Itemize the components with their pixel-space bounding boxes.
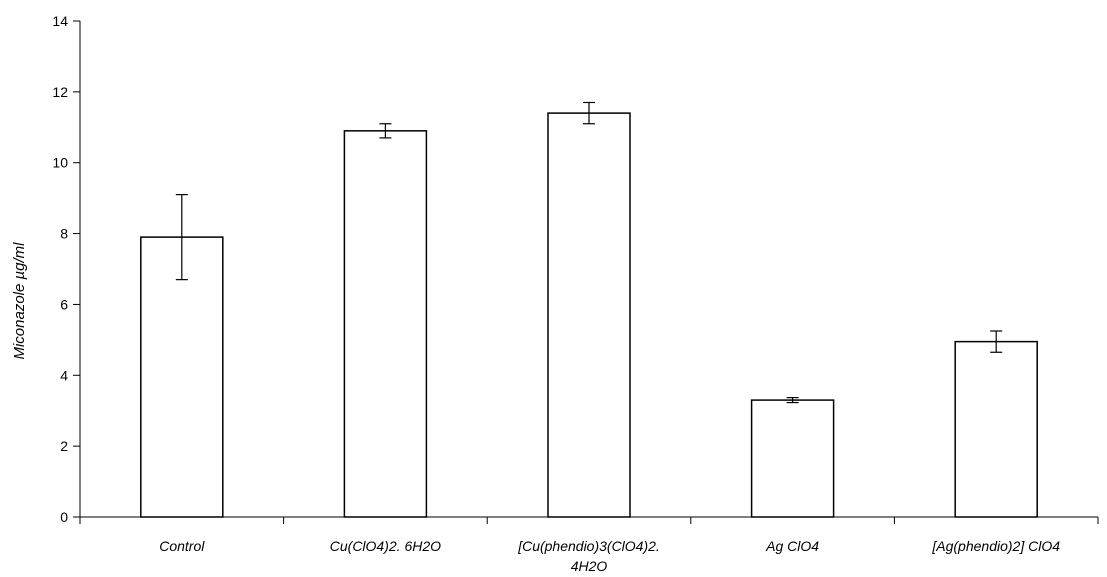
y-tick-label: 4 — [60, 367, 68, 383]
error-bar — [990, 330, 1003, 353]
error-bar — [379, 123, 392, 139]
error-bar — [175, 194, 188, 281]
error-bar — [786, 397, 799, 404]
y-tick-label: 2 — [60, 438, 68, 454]
y-tick-label: 0 — [60, 509, 68, 525]
y-tick-label: 14 — [52, 13, 68, 29]
y-axis-title: Miconazole µg/ml — [11, 242, 28, 360]
bar — [750, 399, 835, 518]
x-category-label: Control — [159, 538, 205, 554]
bar — [954, 340, 1038, 518]
x-category-label: Ag ClO4 — [765, 538, 819, 554]
error-bars-group — [175, 101, 1003, 404]
x-category-label: Cu(ClO4)2. 6H2O — [330, 538, 441, 554]
y-tick-label: 12 — [52, 84, 68, 100]
x-category-label: [Cu(phendio)3(ClO4)2. 4H2O — [517, 538, 660, 574]
y-tick-label: 6 — [60, 296, 68, 312]
bar — [547, 112, 631, 518]
y-axis-ticks: 0 2 4 6 8 10 12 14 — [52, 13, 1099, 525]
y-tick-label: 10 — [52, 155, 68, 171]
x-category-label: [Ag(phendio)2] ClO4 — [931, 538, 1060, 554]
y-tick-label: 8 — [60, 226, 68, 242]
bars-group — [140, 112, 1038, 518]
error-bar — [583, 101, 595, 125]
bar — [343, 130, 428, 518]
x-axis-labels: Control Cu(ClO4)2. 6H2O [Cu(phendio)3(ClO4… — [159, 538, 1060, 574]
